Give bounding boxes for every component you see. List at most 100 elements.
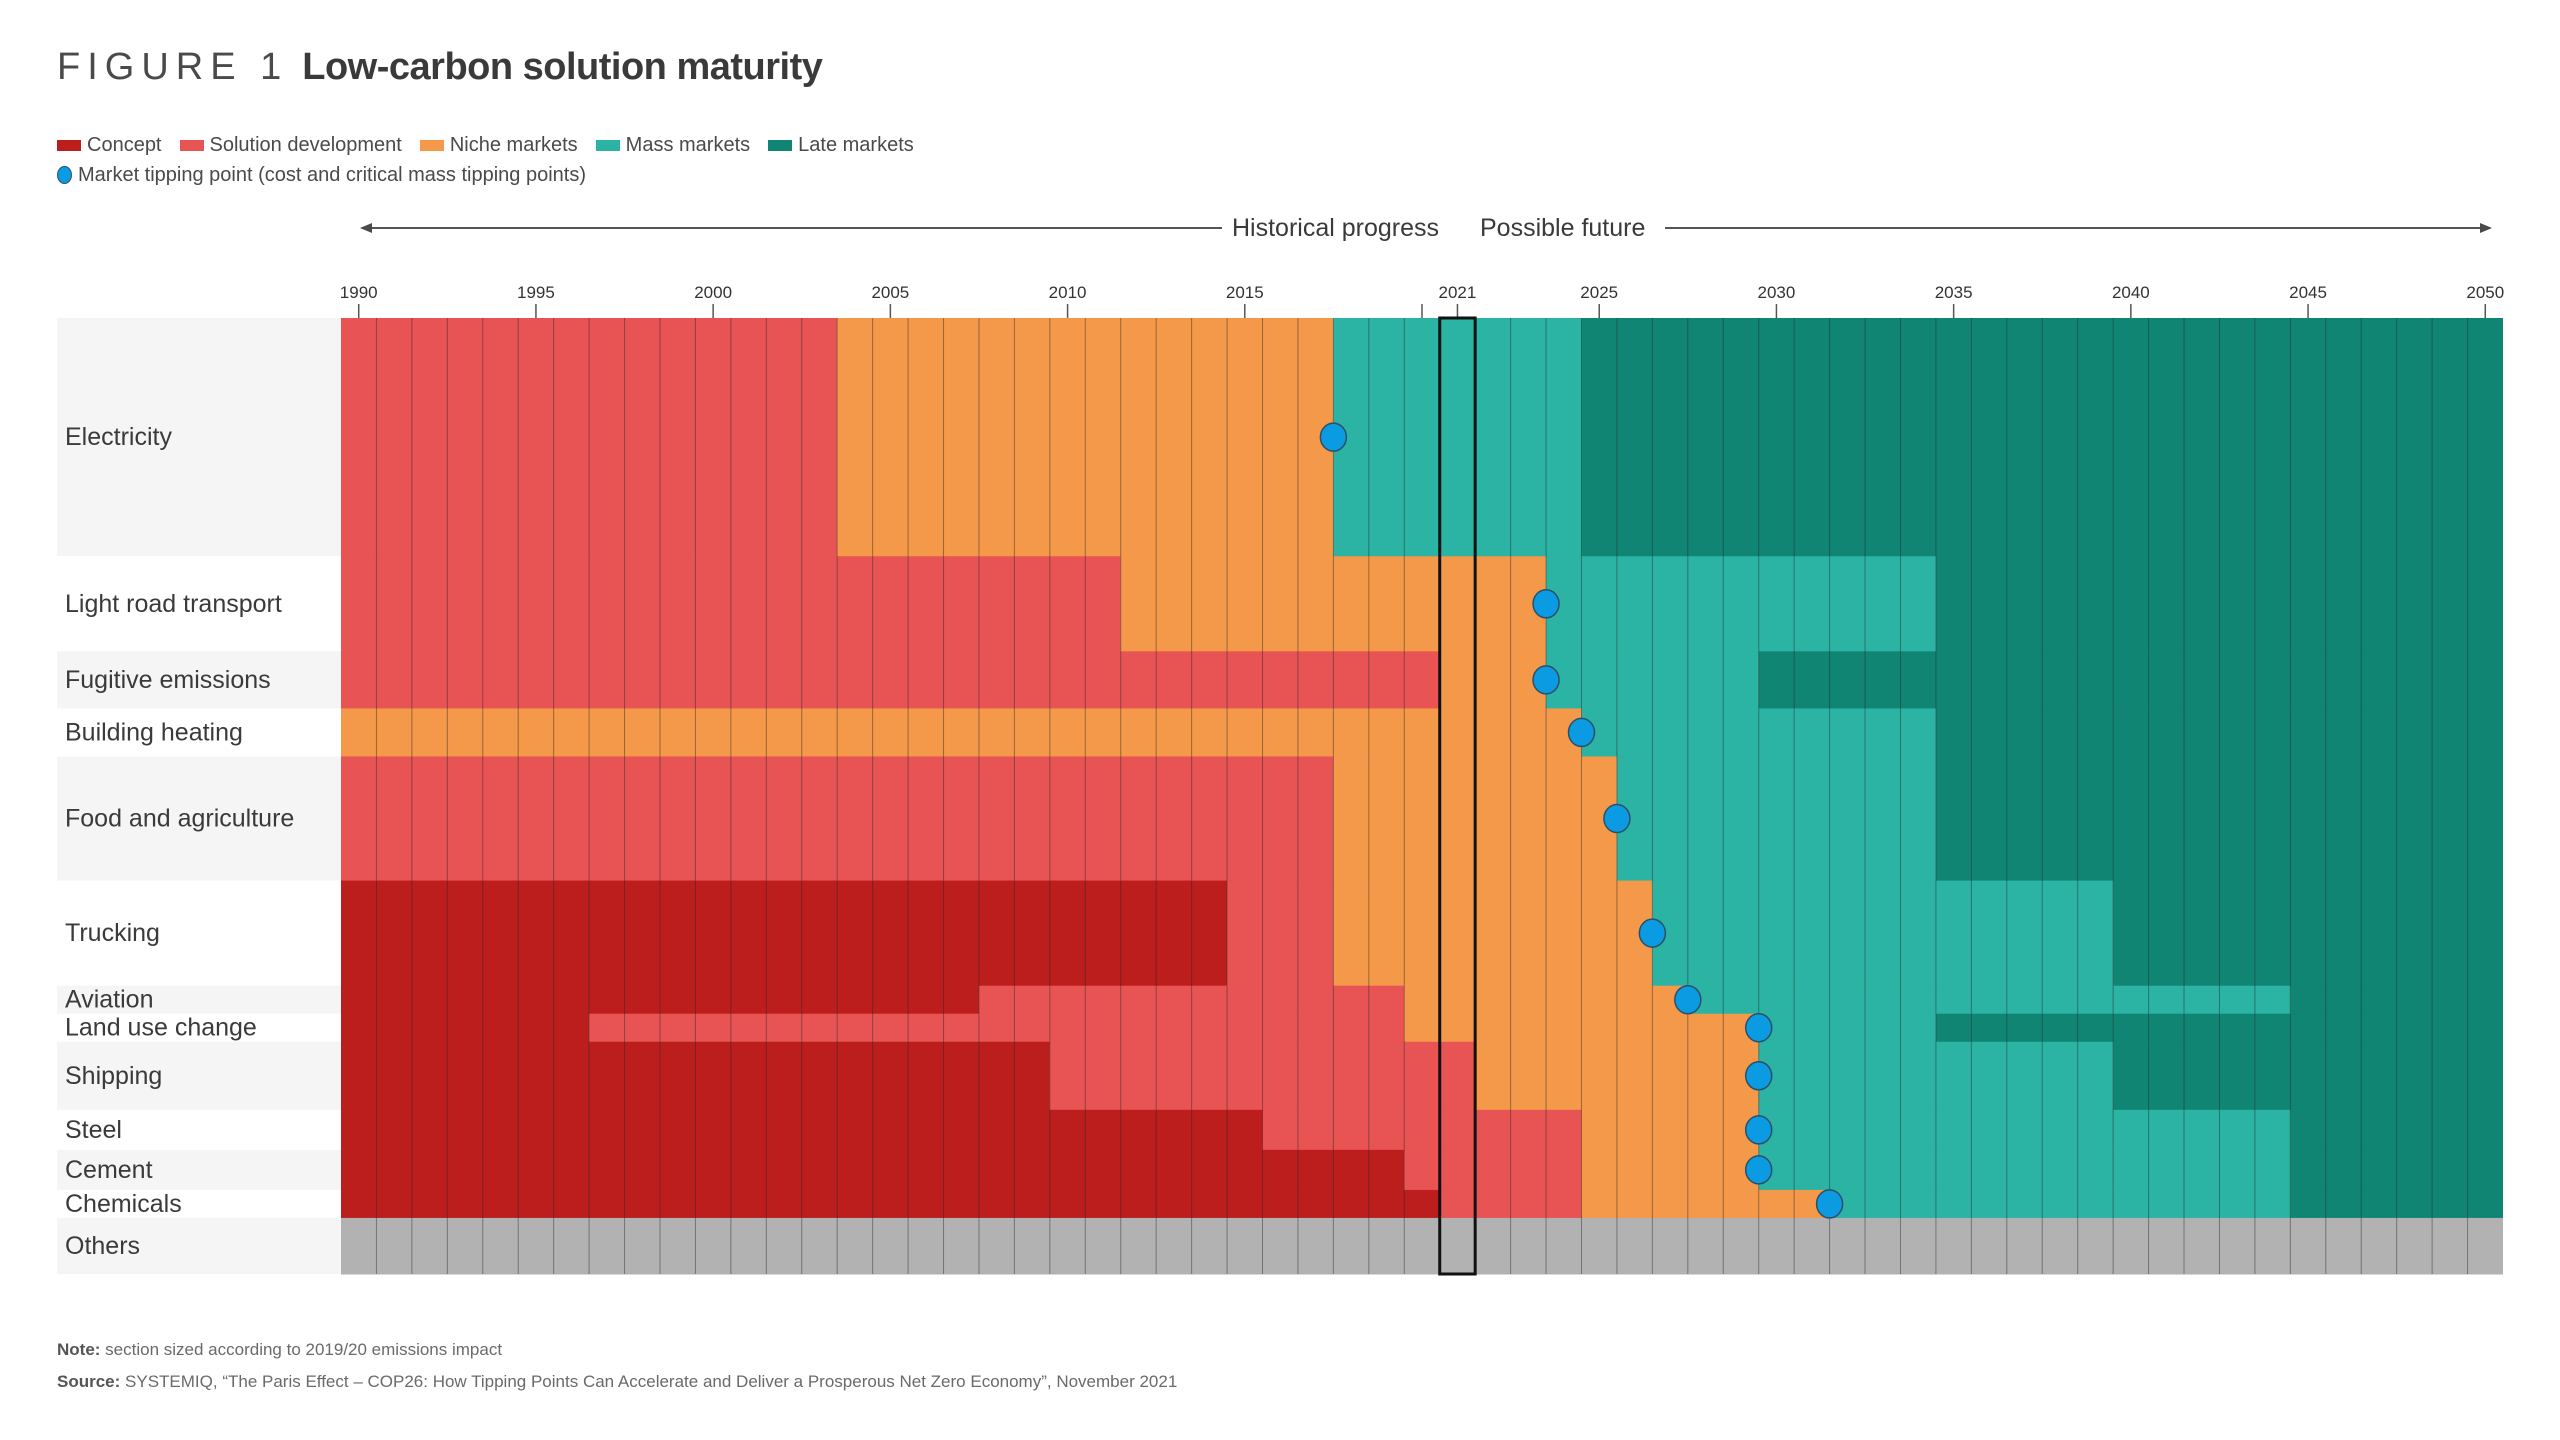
segment-late <box>1935 708 2503 757</box>
segment-niche <box>341 708 1582 757</box>
row-label: Light road transport <box>65 590 282 618</box>
x-tick-label: 1990 <box>340 283 378 302</box>
row-building-heating: Building heating <box>57 708 2503 757</box>
row-label: Trucking <box>65 919 160 947</box>
row-label-band <box>57 985 341 1014</box>
legend-tipping: Market tipping point (cost and critical … <box>57 160 932 190</box>
row-label-band <box>57 318 341 557</box>
tipping-point-marker <box>1603 803 1631 834</box>
figure-title: FIGURE 1 Low-carbon solution maturity <box>57 46 823 89</box>
row-others: Others <box>57 1217 2503 1275</box>
tipping-point-marker <box>1532 589 1560 619</box>
footnote: Note: section sized according to 2019/20… <box>57 1340 502 1360</box>
segment-late <box>1758 651 2503 709</box>
row-label: Shipping <box>65 1062 162 1090</box>
segment-niche <box>1581 1189 1830 1219</box>
segment-niche <box>1581 1149 1759 1191</box>
x-tick-label: 2021 <box>1439 283 1477 302</box>
legend-tipping-label: Market tipping point (cost and critical … <box>78 163 587 186</box>
segment-development <box>1262 1109 1582 1151</box>
note-text: section sized according to 2019/20 emiss… <box>100 1340 503 1359</box>
row-food-and-agriculture: Food and agriculture <box>57 756 2503 882</box>
x-tick-label: 2015 <box>1226 283 1264 302</box>
segment-late <box>2290 1109 2503 1151</box>
segment-late <box>2113 880 2503 987</box>
segment-late <box>1935 1013 2503 1043</box>
legend-label-late: Late markets <box>798 133 914 156</box>
legend-swatch-late <box>768 139 793 151</box>
segment-niche <box>1404 985 1688 1015</box>
x-tick-label: 2030 <box>1758 283 1796 302</box>
segment-development <box>1049 1041 1476 1111</box>
segment-development <box>341 651 1440 709</box>
figure-label: FIGURE 1 <box>57 46 289 88</box>
legend: Concept Solution development Niche markets… <box>57 130 932 190</box>
tipping-point-marker <box>1674 984 1702 1015</box>
row-label-band <box>57 880 341 986</box>
row-label-band <box>57 756 341 881</box>
row-trucking: Trucking <box>57 880 2503 987</box>
segment-niche <box>837 318 1334 557</box>
segment-mass <box>1333 318 1582 557</box>
row-label: Land use change <box>65 1014 257 1042</box>
row-label-band <box>57 1189 341 1218</box>
segment-concept <box>341 880 1228 987</box>
x-tick-label: 2045 <box>2289 283 2327 302</box>
segment-mass <box>1546 651 1759 709</box>
segment-late <box>2290 985 2503 1015</box>
figure-heading: Low-carbon solution maturity <box>302 46 823 88</box>
period-header: Historical progress Possible future <box>0 210 2560 250</box>
row-label: Others <box>65 1232 140 1260</box>
segment-other <box>341 1217 2503 1275</box>
tipping-point-marker <box>1319 422 1348 452</box>
row-label-band <box>57 556 341 652</box>
row-chemicals: Chemicals <box>57 1189 2503 1219</box>
tipping-point-marker <box>1744 1012 1773 1043</box>
legend-label-mass: Mass markets <box>625 133 751 156</box>
row-aviation: Aviation <box>57 985 2503 1015</box>
segment-niche <box>1333 880 1653 987</box>
source-text: SYSTEMIQ, “The Paris Effect – COP26: How… <box>120 1372 1178 1391</box>
segment-mass <box>1829 1189 2291 1219</box>
segment-development <box>1404 1149 1582 1191</box>
row-label: Cement <box>65 1156 153 1184</box>
x-tick-label: 2010 <box>1049 283 1087 302</box>
segment-concept <box>341 1041 1050 1111</box>
row-shipping: Shipping <box>57 1041 2503 1111</box>
row-label-band <box>57 1013 341 1042</box>
segment-late <box>1935 756 2503 882</box>
segment-development <box>978 985 1405 1015</box>
segment-late <box>2290 1189 2503 1219</box>
x-tick-label: 1995 <box>517 283 555 302</box>
segment-concept <box>341 1189 1440 1219</box>
segment-mass <box>1758 1149 2291 1191</box>
segment-late <box>2290 1149 2503 1191</box>
row-land-use-change: Land use change <box>57 1013 2503 1043</box>
tipping-point-marker <box>1744 1155 1773 1185</box>
row-label: Aviation <box>65 986 154 1014</box>
segment-mass <box>1758 1013 1936 1043</box>
segment-concept <box>341 1013 590 1043</box>
segment-development <box>341 756 1334 882</box>
legend-swatch-mass <box>595 139 620 151</box>
segment-late <box>1581 318 2503 557</box>
x-tick-label: 2040 <box>2112 283 2150 302</box>
tipping-point-marker <box>1532 665 1560 695</box>
row-label: Building heating <box>65 718 243 746</box>
row-label: Food and agriculture <box>65 805 294 833</box>
tipping-point-marker <box>1744 1115 1773 1145</box>
segment-late <box>2113 1041 2503 1111</box>
segment-mass <box>1758 1041 2114 1111</box>
tipping-point-marker <box>1815 1189 1844 1219</box>
row-label: Electricity <box>65 423 172 451</box>
segment-concept <box>341 985 979 1015</box>
x-tick-label: 2025 <box>1580 283 1618 302</box>
row-label-band <box>57 1041 341 1110</box>
legend-label-development: Solution development <box>209 133 402 156</box>
segment-concept <box>341 1109 1263 1151</box>
chart-rows: Electricity Light road transport Fugitive … <box>57 318 2503 1275</box>
row-electricity: Electricity <box>57 318 2503 557</box>
tipping-points <box>1319 422 1844 1219</box>
row-label-band <box>57 1149 341 1190</box>
row-label: Chemicals <box>65 1190 182 1218</box>
